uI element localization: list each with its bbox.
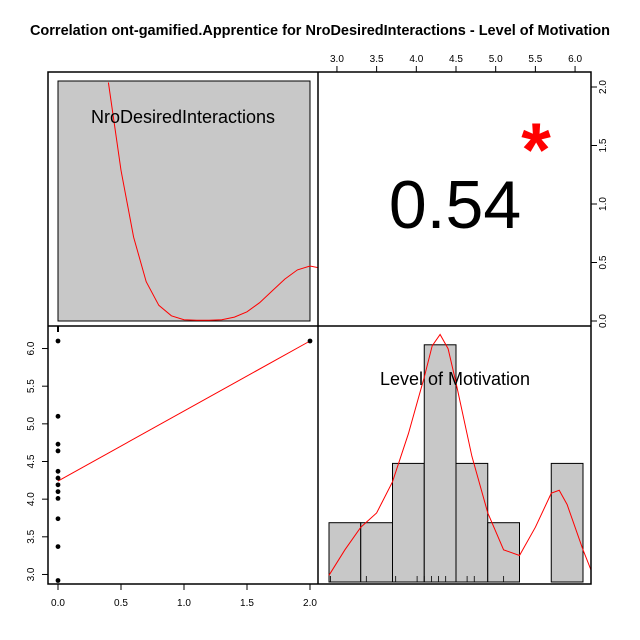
scatter-point [55,516,61,522]
tick-label: 5.0 [26,416,37,430]
chart-title: Correlation ont-gamified.Apprentice for … [30,23,610,39]
tick-label: 0.0 [51,598,65,609]
histogram-bar [57,80,311,322]
tick-label: 4.5 [26,454,37,468]
panel-nro-histogram [57,80,318,322]
scatter-point [55,448,61,454]
scatter-point [55,475,61,481]
histogram-bar [392,462,425,583]
tick-label: 4.0 [26,492,37,506]
tick-label: 3.0 [26,567,37,581]
scatter-point [55,338,61,344]
correlation-value: 0.54 [389,167,521,243]
scatter-point [55,578,61,583]
tick-label: 1.0 [177,598,191,609]
histogram-bar [487,522,520,583]
scatter-point [55,496,61,501]
tick-label: 0.0 [598,314,609,328]
tick-label: 3.0 [330,54,344,65]
panels: NroDesiredInteractions 0.54* Level of Moti… [26,54,609,609]
tick-label: 4.0 [409,54,423,65]
tick-label: 1.5 [598,138,609,152]
scatter-point [55,468,61,474]
scatter-point [55,482,61,488]
tick-label: 3.5 [26,529,37,543]
diag-label-motivation: Level of Motivation [380,369,530,389]
tick-label: 1.0 [598,197,609,211]
tick-label: 2.0 [303,598,317,609]
panel-motivation-histogram [328,333,591,583]
tick-label: 0.5 [598,255,609,269]
significance-star: * [521,108,551,193]
scatter-point [55,544,61,550]
density-curve [328,333,591,576]
histogram-bar [360,522,393,583]
tick-label: 4.5 [449,54,463,65]
tick-label: 5.5 [26,379,37,393]
scatter-point [55,441,61,447]
scatter-point [307,338,313,344]
tick-label: 5.0 [489,54,503,65]
fit-line [57,340,311,482]
tick-label: 6.0 [26,341,37,355]
diag-label-nro: NroDesiredInteractions [91,107,275,127]
histogram-bar [550,462,584,583]
density-curve [107,82,318,321]
scatter-point [55,413,61,419]
panel-scatter [55,338,313,583]
outer-frame [47,71,592,585]
tick-label: 0.5 [114,598,128,609]
tick-label: 2.0 [598,80,609,94]
histogram-bar [328,522,362,583]
tick-label: 6.0 [568,54,582,65]
scatter-point [55,489,61,495]
histogram-bar [455,462,489,583]
tick-label: 3.5 [370,54,384,65]
tick-label: 1.5 [240,598,254,609]
tick-label: 5.5 [528,54,542,65]
